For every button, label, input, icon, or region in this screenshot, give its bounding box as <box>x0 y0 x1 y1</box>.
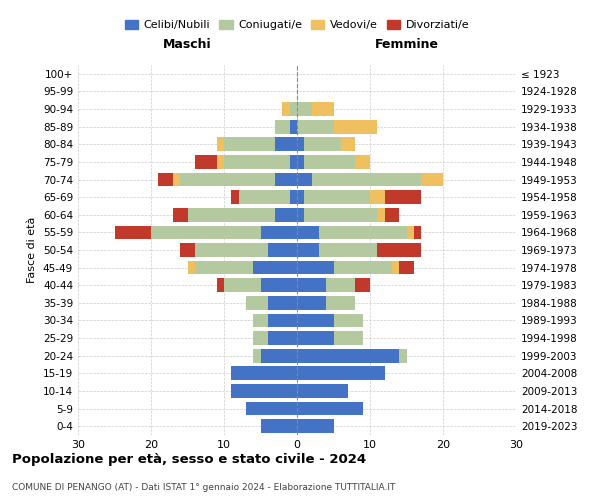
Bar <box>319 243 377 257</box>
Bar <box>195 243 268 257</box>
Bar <box>260 349 297 362</box>
Bar <box>239 190 290 204</box>
Bar <box>253 349 260 362</box>
Bar <box>414 226 421 239</box>
Bar <box>195 260 253 274</box>
Bar <box>385 208 399 222</box>
Bar <box>232 366 297 380</box>
Bar <box>260 420 297 433</box>
Bar <box>260 278 297 292</box>
Bar <box>355 155 370 169</box>
Bar <box>268 331 297 345</box>
Bar <box>253 331 268 345</box>
Bar <box>268 296 297 310</box>
Bar <box>297 366 385 380</box>
Bar <box>334 331 362 345</box>
Bar <box>283 102 290 116</box>
Bar <box>217 155 224 169</box>
Bar <box>319 226 407 239</box>
Bar <box>297 314 334 328</box>
Bar <box>297 384 348 398</box>
Bar <box>297 260 334 274</box>
Bar <box>304 208 377 222</box>
Bar <box>253 314 268 328</box>
Bar <box>355 278 370 292</box>
Bar <box>297 402 362 415</box>
Y-axis label: Anni di nascita: Anni di nascita <box>597 209 600 291</box>
Bar <box>297 243 319 257</box>
Bar <box>326 296 355 310</box>
Y-axis label: Fasce di età: Fasce di età <box>28 217 37 283</box>
Bar <box>399 349 407 362</box>
Bar <box>334 314 362 328</box>
Bar <box>275 172 297 186</box>
Bar <box>341 138 355 151</box>
Bar <box>304 155 355 169</box>
Bar <box>311 172 421 186</box>
Bar <box>297 172 311 186</box>
Bar <box>180 172 275 186</box>
Bar <box>311 102 334 116</box>
Bar <box>407 226 414 239</box>
Bar <box>304 138 341 151</box>
Bar <box>232 384 297 398</box>
Bar <box>217 138 224 151</box>
Bar <box>297 102 311 116</box>
Bar <box>158 172 173 186</box>
Bar <box>399 260 414 274</box>
Bar <box>180 243 195 257</box>
Bar <box>232 190 239 204</box>
Bar <box>224 278 260 292</box>
Bar <box>297 278 326 292</box>
Bar <box>188 208 275 222</box>
Bar <box>334 120 377 134</box>
Bar <box>260 226 297 239</box>
Bar <box>297 296 326 310</box>
Bar <box>268 243 297 257</box>
Bar <box>370 190 385 204</box>
Bar <box>290 155 297 169</box>
Bar <box>173 208 187 222</box>
Bar <box>224 138 275 151</box>
Bar <box>297 349 399 362</box>
Bar <box>392 260 399 274</box>
Bar <box>290 190 297 204</box>
Bar <box>421 172 443 186</box>
Bar <box>275 138 297 151</box>
Bar <box>290 120 297 134</box>
Bar <box>224 155 290 169</box>
Text: Popolazione per età, sesso e stato civile - 2024: Popolazione per età, sesso e stato civil… <box>12 452 366 466</box>
Bar <box>290 102 297 116</box>
Bar <box>115 226 151 239</box>
Bar <box>377 208 385 222</box>
Bar <box>173 172 180 186</box>
Bar <box>268 314 297 328</box>
Bar <box>297 331 334 345</box>
Bar <box>326 278 355 292</box>
Bar <box>195 155 217 169</box>
Bar <box>151 226 260 239</box>
Bar <box>297 420 334 433</box>
Bar <box>187 260 195 274</box>
Bar <box>217 278 224 292</box>
Bar <box>385 190 421 204</box>
Bar <box>275 208 297 222</box>
Bar <box>297 155 304 169</box>
Bar <box>304 190 370 204</box>
Bar <box>275 120 290 134</box>
Bar <box>297 190 304 204</box>
Text: Maschi: Maschi <box>163 38 212 51</box>
Bar <box>246 402 297 415</box>
Bar <box>334 260 392 274</box>
Bar <box>377 243 421 257</box>
Legend: Celibi/Nubili, Coniugati/e, Vedovi/e, Divorziati/e: Celibi/Nubili, Coniugati/e, Vedovi/e, Di… <box>121 15 473 34</box>
Text: COMUNE DI PENANGO (AT) - Dati ISTAT 1° gennaio 2024 - Elaborazione TUTTITALIA.IT: COMUNE DI PENANGO (AT) - Dati ISTAT 1° g… <box>12 482 395 492</box>
Text: Femmine: Femmine <box>374 38 439 51</box>
Bar <box>297 138 304 151</box>
Bar <box>297 120 334 134</box>
Bar <box>246 296 268 310</box>
Bar <box>253 260 297 274</box>
Bar <box>297 226 319 239</box>
Bar <box>297 208 304 222</box>
